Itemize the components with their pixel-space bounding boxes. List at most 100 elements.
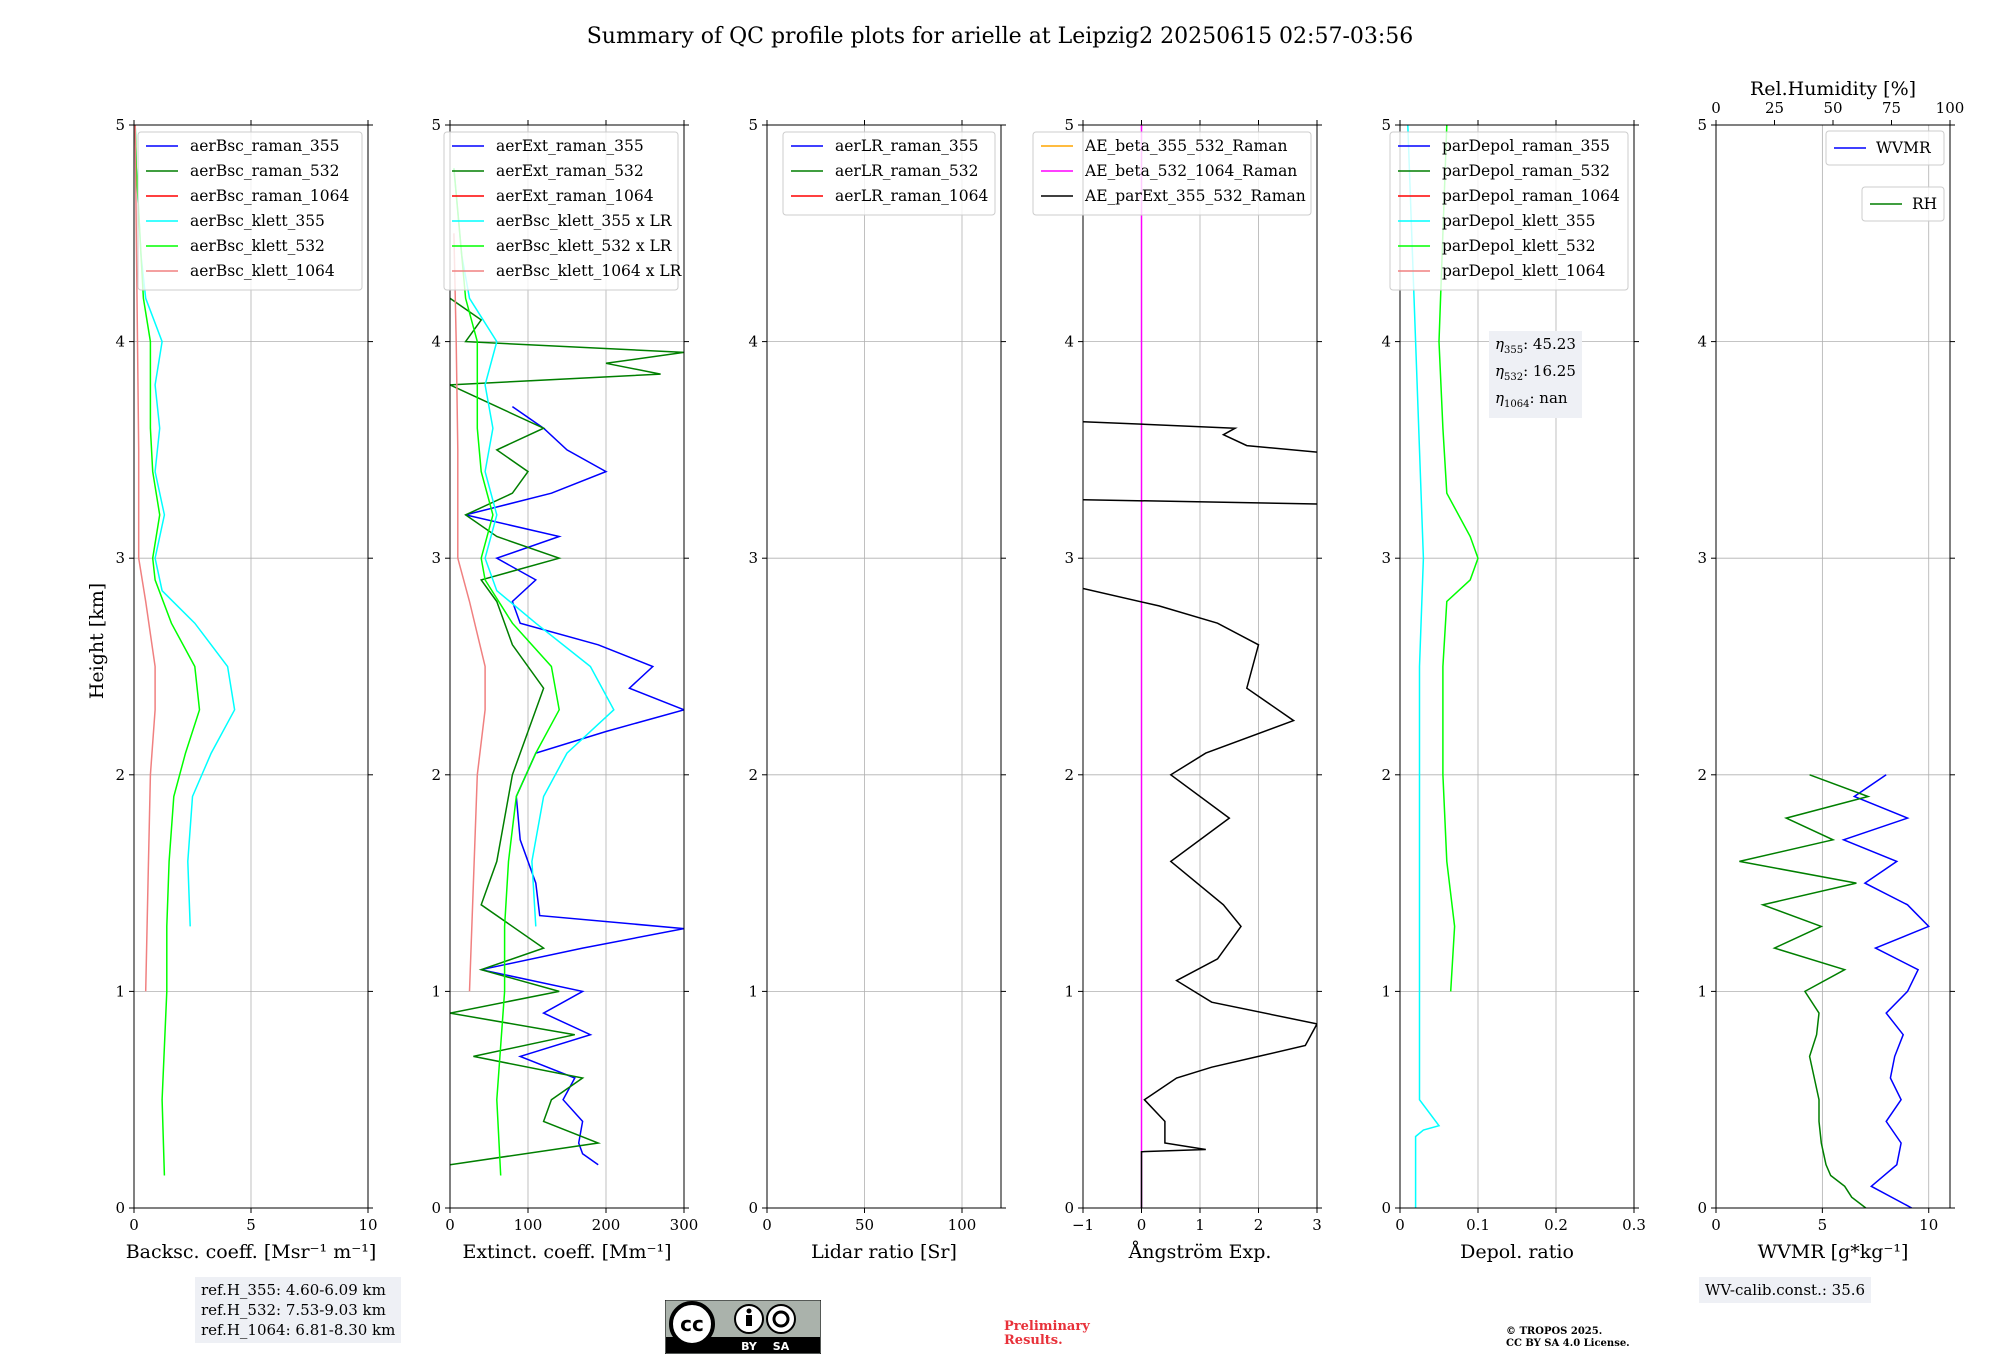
y-tick-label: 0 [115,1199,125,1217]
legend-entry: aerBsc_raman_1064 [190,187,350,205]
legend-box [1861,186,1945,222]
y-tick-label: 0 [1697,1199,1707,1217]
y-tick-label: 1 [748,982,758,1000]
legend-entry: aerBsc_klett_1064 x LR [496,262,683,280]
x-axis-label: Depol. ratio [1460,1241,1574,1263]
series-line-2 [1739,774,1871,1208]
x-tick-label: 0.2 [1544,1216,1568,1234]
y-tick-label: 1 [115,982,125,1000]
y-tick-label: 2 [431,766,441,784]
legend-entry: aerBsc_klett_355 [190,212,325,230]
y-tick-label: 5 [1064,116,1074,134]
y-tick-label: 3 [115,549,125,567]
y-tick-label: 4 [1381,333,1391,351]
ref-height-1064: ref.H_1064: 6.81-8.30 km [201,1321,396,1339]
cc-letters: cc [680,1312,704,1336]
y-tick-label: 1 [1381,982,1391,1000]
legend-box [782,131,996,216]
axes-frame [449,124,685,1209]
series-line-5 [1438,125,1479,992]
x-tick-label: 0.1 [1466,1216,1490,1234]
series-line-4 [1407,125,1441,1208]
eta-box: η355: 45.23 η532: 16.25 η1064: nan [1489,331,1582,418]
panel-1: 0 5 10 0 1 2 3 4 5 Backsc. coeff. [Msr⁻¹ m⁻¹] aerB… [115,116,377,1263]
y-tick-label: 2 [748,766,758,784]
legend-box [137,131,363,291]
x2-tick-label: 75 [1882,99,1901,117]
preliminary-line-1: Preliminary [1004,1319,1090,1334]
x2-tick-label: 100 [1936,99,1965,117]
axes-frame [1399,124,1635,1209]
wv-calib-box: WV-calib.const.: 35.6 [1699,1277,1872,1303]
y-tick-label: 2 [1381,766,1391,784]
y-tick-label: 2 [1064,766,1074,784]
x-axis-label: Lidar ratio [Sr] [811,1241,957,1263]
series-line-6 [134,125,156,992]
ref-height-532: ref.H_532: 7.53-9.03 km [201,1301,386,1319]
axes-frame [766,124,1002,1209]
y-tick-label: 5 [115,116,125,134]
x2-tick-label: 50 [1823,99,1842,117]
legend-entry: parDepol_klett_355 [1442,212,1595,230]
y-tick-label: 1 [431,982,441,1000]
axes-frame [1715,124,1951,1209]
legend-entry: RH [1912,195,1937,213]
x-axis-label: Backsc. coeff. [Msr⁻¹ m⁻¹] [126,1241,377,1263]
y-tick-label: 4 [115,333,125,351]
wv-calib-text: WV-calib.const.: 35.6 [1705,1281,1866,1299]
cc-by-label: BY [741,1340,758,1353]
x2-tick-label: 0 [1711,99,1721,117]
legend-entry: aerBsc_raman_355 [190,137,340,155]
panel-5: 0 0.1 0.2 0.3 0 1 2 3 4 5 Depol. ratio parDepol_ram… [1381,116,1645,1263]
series-line-1 [1841,774,1931,1208]
y-tick-label: 1 [1697,982,1707,1000]
series-line-5 [453,168,560,1176]
legend-box [443,131,679,291]
x-tick-label: 0 [762,1216,772,1234]
legend-entry: AE_beta_355_532_Raman [1084,137,1287,155]
y-tick-label: 0 [748,1199,758,1217]
panel-3: 0 50 100 0 1 2 3 4 5 Lidar ratio [Sr] aerLR_raman_… [748,116,1006,1263]
y-tick-label: 3 [748,549,758,567]
x2-tick-label: 25 [1765,99,1784,117]
x-axis-label: Ångström Exp. [1128,1241,1272,1263]
y-tick-label: 4 [1064,333,1074,351]
cc-sa-label: SA [773,1340,790,1353]
legend-entry: aerLR_raman_532 [835,162,978,180]
x-tick-label: 0 [445,1216,455,1234]
legend-box [1032,131,1312,216]
y-tick-label: 2 [115,766,125,784]
x-tick-label: 3 [1312,1216,1322,1234]
x-tick-label: 0 [1395,1216,1405,1234]
y-tick-label: 3 [1064,549,1074,567]
x-axis-label: WVMR [g*kg⁻¹] [1758,1241,1909,1263]
y-tick-label: 5 [431,116,441,134]
x-tick-label: 2 [1254,1216,1264,1234]
legend-entry: parDepol_raman_355 [1442,137,1610,155]
x-axis-label: Extinct. coeff. [Mm⁻¹] [462,1241,671,1263]
figure-title: Summary of QC profile plots for arielle … [587,24,1414,49]
y-axis-label: Height [km] [86,583,108,699]
ref-height-box: ref.H_355: 4.60-6.09 km ref.H_532: 7.53-… [195,1277,402,1343]
preliminary-note: Preliminary Results. [1004,1320,1090,1348]
eta-355-line: η355: 45.23 [1495,335,1576,356]
x-tick-label: 200 [592,1216,621,1234]
x-tick-label: 100 [514,1216,543,1234]
legend-entry: aerBsc_raman_532 [190,162,340,180]
eta-355-value: 45.23 [1532,335,1576,353]
x-tick-label: 300 [670,1216,699,1234]
legend-box [1389,131,1629,291]
legend-entry: parDepol_raman_1064 [1442,187,1620,205]
eta-532-value: 16.25 [1532,362,1576,380]
y-tick-label: 4 [748,333,758,351]
preliminary-line-2: Results. [1004,1333,1063,1348]
legend-entry: WVMR [1876,139,1932,157]
y-tick-label: 2 [1697,766,1707,784]
legend-entry: aerExt_raman_532 [496,162,644,180]
x-tick-label: 1 [1195,1216,1205,1234]
y-tick-label: 4 [1697,333,1707,351]
x-tick-label: 10 [1919,1216,1938,1234]
legend-entry: aerBsc_klett_532 [190,237,325,255]
